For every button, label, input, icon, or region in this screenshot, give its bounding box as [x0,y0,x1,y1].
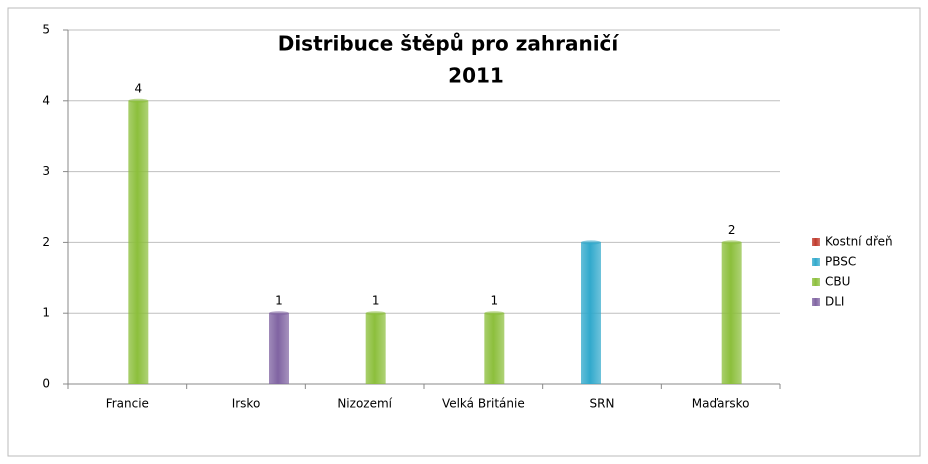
data-label: 1 [491,294,499,308]
legend-label: PBSC [825,255,856,269]
x-tick-label: SRN [590,397,615,411]
y-tick-label: 4 [42,93,50,107]
bar-cap [721,240,742,245]
legend-label: DLI [825,295,844,309]
bar-cap [581,240,601,245]
x-tick-label: Francie [106,397,149,411]
bar [581,242,601,384]
x-tick-label: Velká Británie [442,397,525,411]
legend-label: CBU [825,275,850,289]
x-tick-label: Nizozemí [337,397,392,411]
x-tick-label: Irsko [232,397,261,411]
chart-title: Distribuce štěpů pro zahraničí [278,32,620,56]
bar [128,100,149,385]
data-label: 2 [728,223,736,237]
bar-cap [365,311,386,316]
y-tick-label: 2 [42,235,50,249]
data-label: 1 [275,294,283,308]
legend-swatch [812,238,820,246]
legend-swatch [812,258,820,266]
chart-title: 2011 [448,64,504,88]
bar-cap [484,311,505,316]
bar [721,242,742,384]
bar [365,313,386,384]
legend-label: Kostní dřeň [825,235,893,249]
data-label: 4 [135,81,143,95]
bar-cap [269,311,289,316]
legend-swatch [812,278,820,286]
y-tick-label: 5 [42,23,50,37]
y-tick-label: 1 [42,306,50,320]
chart-frame [7,7,921,457]
x-tick-label: Maďarsko [692,397,750,411]
bar-cap [128,98,149,103]
legend-swatch [812,298,820,306]
y-tick-label: 0 [42,377,50,391]
y-tick-label: 3 [42,164,50,178]
data-label: 1 [372,294,380,308]
bar [484,313,505,384]
bar [269,313,289,384]
